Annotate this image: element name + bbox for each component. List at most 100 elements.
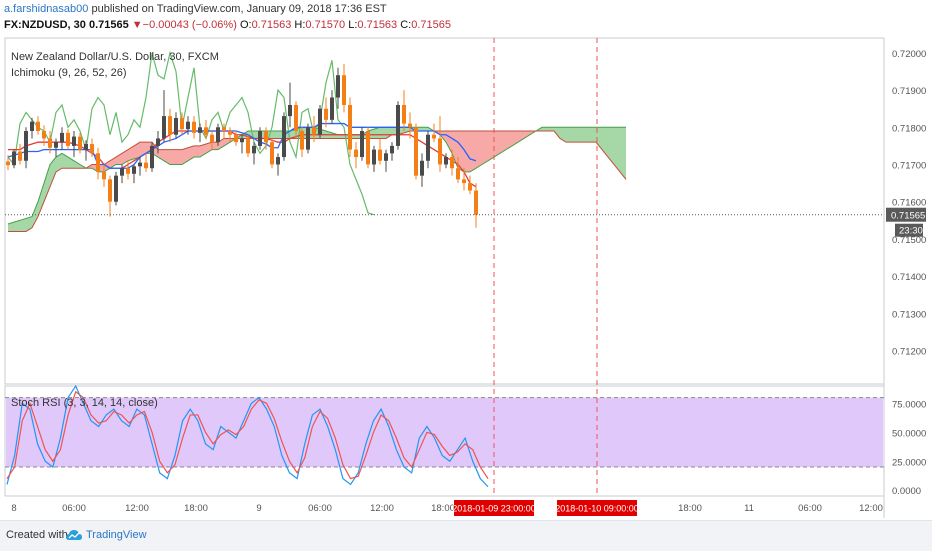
countdown-badge [895, 223, 923, 237]
price-tick-label: 0.71900 [892, 86, 926, 97]
price-tick-label: 0.71600 [892, 198, 926, 209]
stoch-tick-label: 25.0000 [892, 457, 926, 468]
kumo-segment [452, 131, 458, 169]
time-marker-badge [557, 500, 637, 516]
candle-body [168, 116, 172, 135]
main-pane[interactable] [4, 37, 885, 385]
tradingview-brand[interactable]: TradingView [86, 529, 147, 541]
candle-body [408, 123, 412, 128]
candle-body [138, 162, 142, 167]
kumo-segment [182, 147, 188, 165]
candle-body [198, 127, 202, 133]
kumo-segment [170, 149, 176, 165]
candle-body [180, 117, 184, 130]
candle-body [444, 157, 448, 165]
kumo-segment [446, 131, 452, 154]
candle-body [96, 153, 100, 172]
kumo-segment [14, 220, 20, 232]
stoch-tick-label: 75.0000 [892, 399, 926, 410]
candle-body [318, 108, 322, 135]
kumo-segment [524, 131, 530, 139]
ichimoku-label: Ichimoku (9, 26, 52, 26) [11, 67, 127, 79]
candle-body [468, 183, 472, 191]
tradingview-cloud-icon [66, 530, 82, 540]
candle-body [312, 127, 316, 135]
kumo-segment [554, 127, 560, 139]
time-tick-label: 12:00 [370, 503, 394, 514]
time-tick-label: 06:00 [62, 503, 86, 514]
time-tick-label: 18:00 [184, 503, 208, 514]
last-price-badge [886, 207, 926, 222]
candle-body [336, 75, 340, 98]
candle-body [372, 149, 376, 165]
stoch-tick-label: 50.0000 [892, 428, 926, 439]
kumo-segment [506, 131, 512, 150]
candle-body [270, 142, 274, 165]
kumo-segment [20, 218, 26, 232]
kumo-segment [422, 127, 428, 132]
kumo-segment [482, 131, 488, 165]
kumo-segment [140, 142, 146, 158]
candle-body [396, 104, 400, 146]
kumo-segment [8, 222, 14, 232]
kumo-segment [62, 153, 68, 169]
close-label: C: [400, 19, 412, 31]
time-tick-label: 06:00 [798, 503, 822, 514]
time-tick-label: 18:00 [678, 503, 702, 514]
stoch-k-line [6, 384, 489, 488]
time-marker-text: 2018-01-09 23:00:00 [452, 504, 536, 514]
candle-body [6, 161, 10, 166]
low-value: 0.71563 [357, 19, 398, 31]
candle-body [66, 132, 70, 146]
candle-body [132, 166, 136, 174]
kumo-segment [38, 183, 44, 217]
kumo-segment [548, 127, 554, 132]
kumo-segment [512, 131, 518, 146]
kumo-segment [50, 157, 56, 187]
candle-body [306, 127, 310, 150]
kumo-segment [176, 149, 182, 165]
stoch-d-line [6, 390, 489, 480]
kumo-segment [590, 127, 596, 143]
stoch-tick-label: 0.0000 [892, 486, 921, 497]
candle-body [324, 108, 328, 120]
candle-body [402, 104, 406, 124]
candle-body [60, 132, 64, 143]
candle-body [228, 131, 232, 135]
time-tick-label: 11 [744, 503, 754, 514]
candle-body [378, 149, 382, 161]
candle-body [126, 168, 130, 174]
kumo-segment [44, 164, 50, 202]
candle-body [258, 131, 262, 146]
kumo-segment [470, 131, 476, 172]
chart-canvas[interactable]: 0.72000 0.71900 0.71800 0.71700 0.71600 0.715… [0, 0, 932, 520]
chart-title: New Zealand Dollar/U.S. Dollar, 30, FXCM [11, 51, 219, 63]
candle-body [246, 138, 250, 154]
price-tick-label: 0.71800 [892, 123, 926, 134]
publish-info: a.farshidnasab00 published on TradingVie… [4, 3, 387, 15]
candle-body [36, 121, 40, 132]
symbol-label: FX:NZDUSD, 30 [4, 19, 86, 31]
candle-body [78, 136, 82, 150]
time-marker-badge [454, 500, 534, 516]
author-link[interactable]: a.farshidnasab00 [4, 3, 89, 15]
kumo-segment [338, 134, 344, 139]
time-tick-label: 12:00 [859, 503, 883, 514]
kumo-segment [194, 145, 200, 158]
stoch-rsi-label: Stoch RSI (3, 3, 14, 14, close) [11, 397, 158, 409]
candle-body [456, 168, 460, 180]
candle-body [84, 144, 88, 150]
kumo-segment [374, 127, 380, 139]
kumo-segment [500, 131, 506, 154]
candle-body [342, 75, 346, 105]
candle-body [18, 151, 22, 161]
kumo-segment [56, 153, 62, 172]
created-with-text: Created with [6, 529, 68, 541]
footer: Created with TradingView [0, 520, 932, 551]
kumo-segment [224, 138, 230, 146]
kumo-segment [212, 142, 218, 150]
candle-body [108, 179, 112, 202]
time-tick-label: 18:00 [431, 503, 455, 514]
published-text: published on TradingView.com, January 09… [91, 3, 387, 15]
senkou-span-b [8, 130, 627, 232]
